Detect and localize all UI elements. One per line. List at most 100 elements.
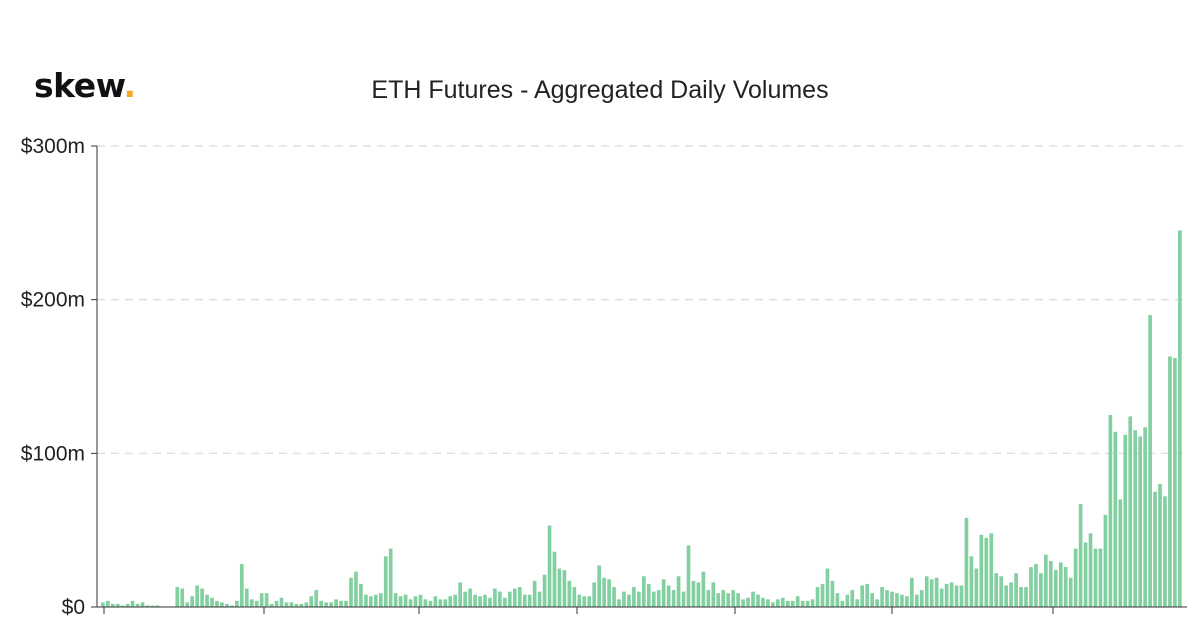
y-tick-label: $0 (62, 596, 85, 619)
bar (780, 597, 785, 607)
bar (567, 580, 572, 607)
bar (696, 582, 701, 607)
bar (1138, 436, 1142, 607)
bar (1178, 230, 1182, 607)
bar (473, 594, 477, 607)
bar (264, 593, 269, 607)
bar (269, 603, 274, 607)
bar (145, 605, 150, 607)
bar (200, 588, 204, 607)
bar (354, 571, 358, 607)
bar (190, 596, 194, 607)
bar (155, 605, 160, 607)
bar (185, 602, 190, 607)
bar (805, 600, 810, 607)
bar (1103, 514, 1108, 607)
bar (646, 583, 651, 607)
bar (537, 591, 542, 607)
bar (1019, 587, 1023, 607)
bar (830, 580, 835, 607)
bar (1108, 414, 1113, 607)
bar (751, 591, 755, 607)
bar (820, 583, 825, 607)
bar (1073, 548, 1078, 607)
bar (210, 597, 214, 607)
bar (701, 571, 706, 607)
bar (572, 587, 577, 607)
bar (279, 597, 284, 607)
bar (731, 590, 735, 607)
bar (949, 582, 954, 607)
bar (905, 596, 909, 607)
bar (761, 597, 765, 607)
bar (329, 602, 333, 607)
bar (746, 597, 750, 607)
bar (825, 568, 830, 607)
bar (1029, 567, 1033, 607)
bar (1088, 533, 1093, 607)
bar (771, 602, 775, 607)
bar (1034, 563, 1038, 607)
bar (681, 591, 686, 607)
bar (979, 534, 984, 607)
bar (1004, 585, 1008, 607)
bar (428, 600, 433, 607)
logo-text: skew (34, 66, 124, 105)
bar (1053, 570, 1058, 607)
bar (800, 600, 805, 607)
bar (632, 587, 636, 607)
bar (810, 599, 815, 607)
bar (666, 585, 671, 607)
bar (895, 593, 899, 607)
bar (339, 600, 343, 607)
bar (314, 590, 319, 607)
bar (741, 599, 745, 607)
bar (939, 588, 944, 607)
bar (378, 593, 383, 607)
bar (230, 605, 234, 607)
bar (686, 545, 691, 607)
bar (691, 580, 696, 607)
bar (150, 605, 155, 607)
bar (463, 591, 467, 607)
bar (220, 602, 224, 607)
bar (964, 517, 969, 607)
bar (607, 579, 611, 607)
bar (1128, 416, 1133, 607)
bar (954, 585, 959, 607)
bar (1063, 567, 1068, 607)
bar (349, 577, 353, 607)
bar (532, 580, 537, 607)
bar (383, 556, 388, 607)
bar (1168, 356, 1172, 607)
bar-series (101, 230, 1182, 607)
bar (388, 548, 393, 607)
bar (468, 588, 472, 607)
bar (910, 577, 914, 607)
bar (880, 587, 884, 607)
y-tick-label: $100m (21, 442, 85, 465)
chart-title: ETH Futures - Aggregated Daily Volumes (371, 76, 829, 104)
bar (984, 537, 989, 607)
bar (443, 599, 448, 607)
bar (637, 591, 641, 607)
bar (488, 597, 492, 607)
bar (1044, 554, 1048, 607)
bar (989, 533, 994, 607)
bar (929, 579, 934, 607)
bar (547, 525, 552, 607)
bar (1113, 431, 1118, 607)
bar (1123, 434, 1128, 607)
bar (790, 600, 795, 607)
bar (413, 596, 418, 607)
bar (562, 570, 567, 607)
bar (845, 594, 850, 607)
bar (1009, 582, 1013, 607)
bar (577, 594, 582, 607)
bar (1024, 587, 1028, 607)
bar (215, 600, 219, 607)
bar (254, 600, 259, 607)
bar (398, 596, 403, 607)
bar (1158, 484, 1162, 607)
